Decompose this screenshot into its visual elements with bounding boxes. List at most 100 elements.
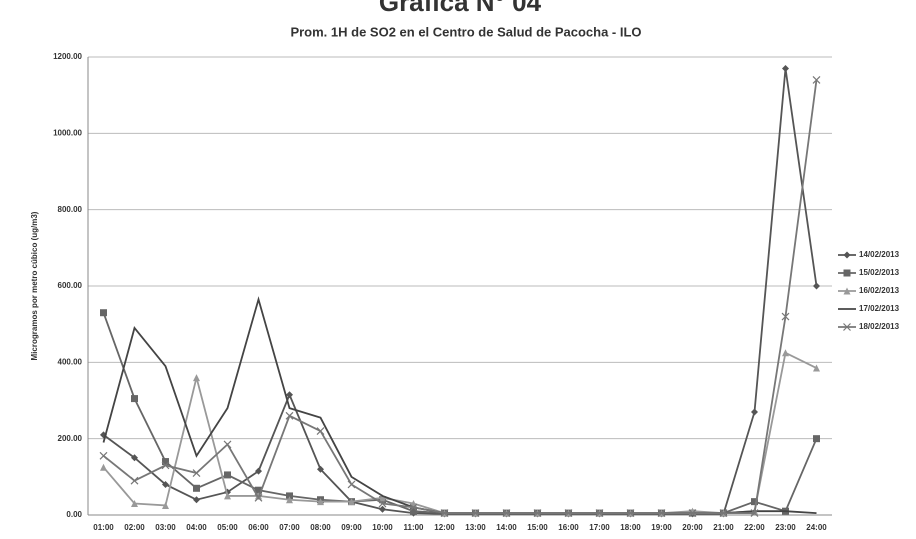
x-tick-label: 14:00 <box>496 523 517 532</box>
point <box>812 75 821 84</box>
x-tick-label: 04:00 <box>186 523 207 532</box>
legend-label: 15/02/2013 <box>859 268 900 277</box>
x-tick-label: 22:00 <box>744 523 765 532</box>
x-tick-label: 02:00 <box>124 523 145 532</box>
y-tick-label: 400.00 <box>58 357 83 366</box>
point <box>781 312 790 321</box>
x-tick-label: 08:00 <box>310 523 331 532</box>
point <box>782 349 789 357</box>
point <box>162 480 169 488</box>
point <box>348 498 355 506</box>
y-axis-label: Microgramos por metro cúbico (ug/m3) <box>30 211 39 360</box>
point <box>99 451 108 460</box>
point <box>131 500 138 508</box>
x-tick-label: 11:00 <box>403 523 424 532</box>
point <box>843 287 851 295</box>
x-tick-label: 17:00 <box>589 523 610 532</box>
y-tick-label: 1000.00 <box>53 128 82 137</box>
point <box>193 374 200 382</box>
point <box>595 509 604 518</box>
point <box>317 498 324 506</box>
x-tick-label: 15:00 <box>527 523 548 532</box>
point <box>379 494 386 502</box>
point <box>223 440 232 449</box>
x-tick-label: 10:00 <box>372 523 393 532</box>
x-tick-label: 03:00 <box>155 523 176 532</box>
legend-label: 14/02/2013 <box>859 250 900 259</box>
x-tick-label: 06:00 <box>248 523 269 532</box>
point <box>843 269 851 277</box>
point <box>162 458 169 466</box>
x-tick-label: 01:00 <box>93 523 114 532</box>
point <box>255 486 262 494</box>
point <box>130 476 139 485</box>
point <box>410 507 417 515</box>
point <box>471 509 480 518</box>
x-tick-label: 07:00 <box>279 523 300 532</box>
point <box>440 509 449 518</box>
point <box>193 496 200 504</box>
point <box>719 509 728 518</box>
point <box>409 503 418 512</box>
point <box>813 435 820 443</box>
x-tick-label: 05:00 <box>217 523 238 532</box>
point <box>657 509 666 518</box>
point <box>162 501 169 509</box>
point <box>813 282 820 290</box>
point <box>192 469 201 477</box>
point <box>224 471 231 479</box>
point <box>782 64 789 72</box>
point <box>843 323 851 331</box>
point <box>254 493 263 502</box>
x-tick-label: 24:00 <box>806 523 827 532</box>
point <box>286 496 293 504</box>
y-tick-label: 600.00 <box>58 281 83 290</box>
point <box>750 509 759 518</box>
point <box>688 509 697 518</box>
point <box>285 411 294 420</box>
y-tick-label: 0.00 <box>66 510 82 519</box>
point <box>813 364 820 372</box>
point <box>286 391 293 399</box>
point <box>751 408 758 416</box>
point <box>193 484 200 492</box>
chart-title: Prom. 1H de SO2 en el Centro de Salud de… <box>290 24 641 39</box>
legend-label: 17/02/2013 <box>859 304 900 313</box>
point <box>626 509 635 518</box>
x-tick-label: 12:00 <box>434 523 455 532</box>
point <box>100 309 107 317</box>
point <box>379 505 386 513</box>
y-tick-label: 1200.00 <box>53 52 82 61</box>
x-tick-label: 16:00 <box>558 523 579 532</box>
point <box>286 492 293 500</box>
point <box>843 251 851 259</box>
y-tick-label: 800.00 <box>58 205 83 214</box>
point <box>100 463 107 471</box>
legend-label: 18/02/2013 <box>859 322 900 331</box>
point <box>255 467 262 475</box>
legend-label: 16/02/2013 <box>859 286 900 295</box>
point <box>131 454 138 462</box>
x-tick-label: 13:00 <box>465 523 486 532</box>
x-tick-label: 19:00 <box>651 523 672 532</box>
series-line <box>102 79 818 514</box>
point <box>564 509 573 518</box>
heading: Gráfica N° 04 <box>379 0 542 17</box>
point <box>347 480 356 489</box>
point <box>131 395 138 403</box>
point <box>378 499 387 508</box>
x-tick-label: 23:00 <box>775 523 796 532</box>
point <box>751 498 758 506</box>
point <box>317 465 324 473</box>
x-tick-label: 20:00 <box>682 523 703 532</box>
point <box>161 461 170 470</box>
y-tick-label: 200.00 <box>58 434 83 443</box>
x-tick-label: 21:00 <box>713 523 734 532</box>
point <box>533 509 542 518</box>
x-tick-label: 18:00 <box>620 523 641 532</box>
x-tick-label: 09:00 <box>341 523 362 532</box>
point <box>316 427 325 435</box>
